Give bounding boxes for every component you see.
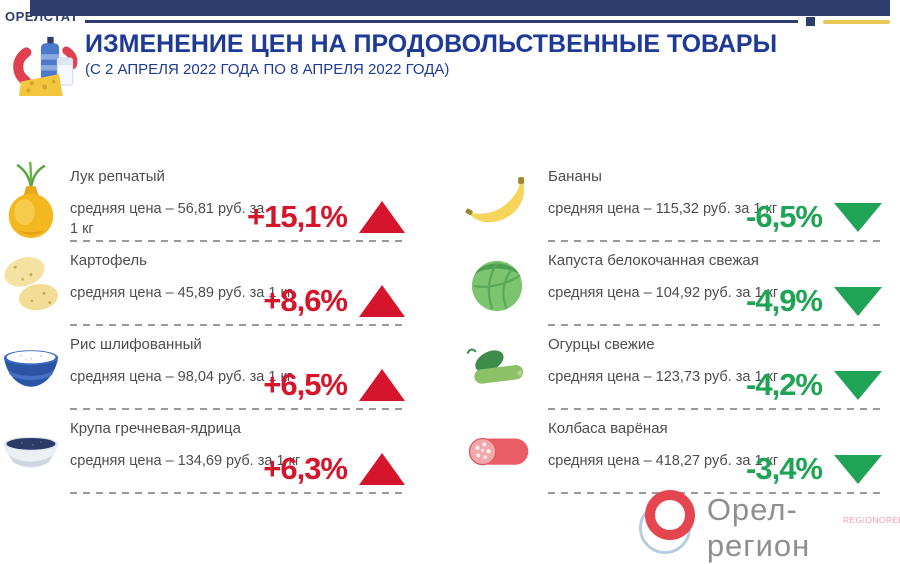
change-percent: -6,5%	[746, 199, 823, 234]
trend-triangle-icon	[359, 201, 405, 233]
rice-bowl-icon	[2, 326, 60, 410]
price-change: -4,2%	[746, 367, 882, 403]
buckwheat-bowl-icon	[2, 410, 60, 494]
product-price: средняя цена – 123,73 руб. за 1 кг	[548, 369, 779, 385]
sausage-icon	[464, 410, 530, 494]
product-item-buckwheat: Крупа гречневая-ядрица средняя цена – 13…	[0, 410, 450, 494]
header-divider-gold	[823, 20, 890, 24]
trend-triangle-icon	[834, 370, 882, 400]
change-percent: -4,9%	[746, 283, 823, 318]
product-price: средняя цена – 115,32 руб. за 1 кг	[548, 201, 778, 217]
trend-triangle-icon	[359, 453, 405, 485]
product-price: средняя цена – 56,81 руб. за 1 кг	[70, 201, 265, 237]
product-name: Картофель	[70, 252, 147, 269]
product-name: Огурцы свежие	[548, 336, 655, 353]
trend-triangle-icon	[834, 454, 882, 484]
change-percent: +6,5%	[263, 367, 348, 402]
banana-icon	[464, 158, 530, 242]
column-price-down: Бананы средняя цена – 115,32 руб. за 1 к…	[450, 158, 900, 494]
product-price: средняя цена – 418,27 руб. за 1 кг	[548, 453, 779, 469]
product-name: Крупа гречневая-ядрица	[70, 420, 241, 437]
product-price: средняя цена – 134,69 руб. за 1 кг	[70, 453, 301, 469]
product-item-banana: Бананы средняя цена – 115,32 руб. за 1 к…	[450, 158, 900, 242]
price-change: +8,6%	[263, 283, 405, 319]
potato-icon	[2, 242, 60, 326]
trend-triangle-icon	[834, 286, 882, 316]
orel-region-logo-icon	[639, 490, 695, 554]
price-change: -3,4%	[746, 451, 882, 487]
price-change: +6,3%	[263, 451, 405, 487]
trend-triangle-icon	[359, 285, 405, 317]
top-accent-bar	[30, 0, 890, 16]
product-name: Бананы	[548, 168, 602, 185]
brand-name: ОРЕЛСТАТ	[5, 9, 79, 24]
header-divider-square	[806, 17, 815, 26]
product-name: Лук репчатый	[70, 168, 165, 185]
product-price: средняя цена – 45,89 руб. за 1 кг	[70, 285, 293, 301]
price-change: -6,5%	[746, 199, 882, 235]
change-percent: +6,3%	[263, 451, 348, 486]
product-price: средняя цена – 98,04 руб. за 1 кг	[70, 369, 293, 385]
change-percent: -4,2%	[746, 367, 823, 402]
change-percent: +8,6%	[263, 283, 348, 318]
product-price: средняя цена – 104,92 руб. за 1 кг	[548, 285, 779, 301]
change-percent: +15,1%	[246, 199, 348, 234]
orel-region-logo-url: REGIONOREL.RU	[843, 515, 900, 525]
orel-region-logo: Орел-регион	[639, 490, 900, 564]
price-change: -4,9%	[746, 283, 882, 319]
change-percent: -3,4%	[746, 451, 823, 486]
cucumber-icon	[464, 326, 530, 410]
product-item-onion: Лук репчатый средняя цена – 56,81 руб. з…	[0, 158, 450, 242]
product-item-potato: Картофель средняя цена – 45,89 руб. за 1…	[0, 242, 450, 326]
price-change: +6,5%	[263, 367, 405, 403]
food-basket-icon	[10, 32, 90, 105]
trend-triangle-icon	[834, 202, 882, 232]
cabbage-icon	[464, 242, 530, 326]
trend-triangle-icon	[359, 369, 405, 401]
onion-icon	[2, 158, 60, 242]
page-subtitle: (С 2 АПРЕЛЯ 2022 ГОДА ПО 8 АПРЕЛЯ 2022 Г…	[85, 61, 450, 78]
product-item-rice: Рис шлифованный средняя цена – 98,04 руб…	[0, 326, 450, 410]
product-item-cabbage: Капуста белокочанная свежая средняя цена…	[450, 242, 900, 326]
product-item-cucumber: Огурцы свежие средняя цена – 123,73 руб.…	[450, 326, 900, 410]
orel-region-logo-text: Орел-регион	[706, 492, 811, 563]
product-name: Рис шлифованный	[70, 336, 202, 353]
products-grid: Лук репчатый средняя цена – 56,81 руб. з…	[0, 158, 900, 494]
product-item-sausage: Колбаса варёная средняя цена – 418,27 ру…	[450, 410, 900, 494]
price-change: +15,1%	[247, 199, 405, 235]
header-divider-line	[85, 20, 798, 23]
page-title: ИЗМЕНЕНИЕ ЦЕН НА ПРОДОВОЛЬСТВЕННЫЕ ТОВАР…	[85, 30, 778, 58]
product-name: Колбаса варёная	[548, 420, 668, 437]
column-price-up: Лук репчатый средняя цена – 56,81 руб. з…	[0, 158, 450, 494]
product-name: Капуста белокочанная свежая	[548, 252, 759, 269]
